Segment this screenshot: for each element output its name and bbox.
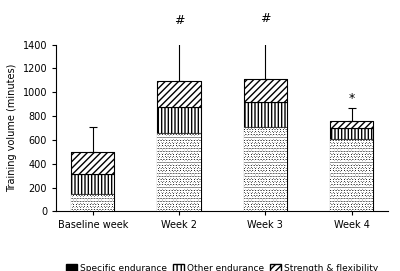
Bar: [158, 133, 201, 211]
Text: #: #: [174, 14, 184, 27]
Bar: [244, 127, 287, 211]
Bar: [330, 121, 373, 128]
Text: *: *: [348, 92, 355, 105]
Legend: Specific endurance, Other endurance, Strength & flexibility: Specific endurance, Other endurance, Str…: [62, 261, 382, 271]
Bar: [330, 121, 373, 128]
Bar: [244, 102, 287, 127]
Bar: [71, 193, 114, 211]
Bar: [244, 79, 287, 102]
Bar: [330, 139, 373, 211]
Bar: [244, 79, 287, 102]
Bar: [158, 82, 201, 107]
Bar: [71, 174, 114, 193]
Bar: [158, 82, 201, 107]
Bar: [244, 127, 287, 211]
Y-axis label: Training volume (minutes): Training volume (minutes): [7, 64, 17, 192]
Bar: [71, 152, 114, 174]
Bar: [158, 107, 201, 133]
Bar: [71, 174, 114, 193]
Bar: [330, 128, 373, 139]
Bar: [71, 193, 114, 211]
Bar: [244, 102, 287, 127]
Bar: [330, 139, 373, 211]
Bar: [71, 152, 114, 174]
Bar: [330, 128, 373, 139]
Bar: [158, 107, 201, 133]
Bar: [158, 133, 201, 211]
Text: #: #: [260, 12, 270, 25]
